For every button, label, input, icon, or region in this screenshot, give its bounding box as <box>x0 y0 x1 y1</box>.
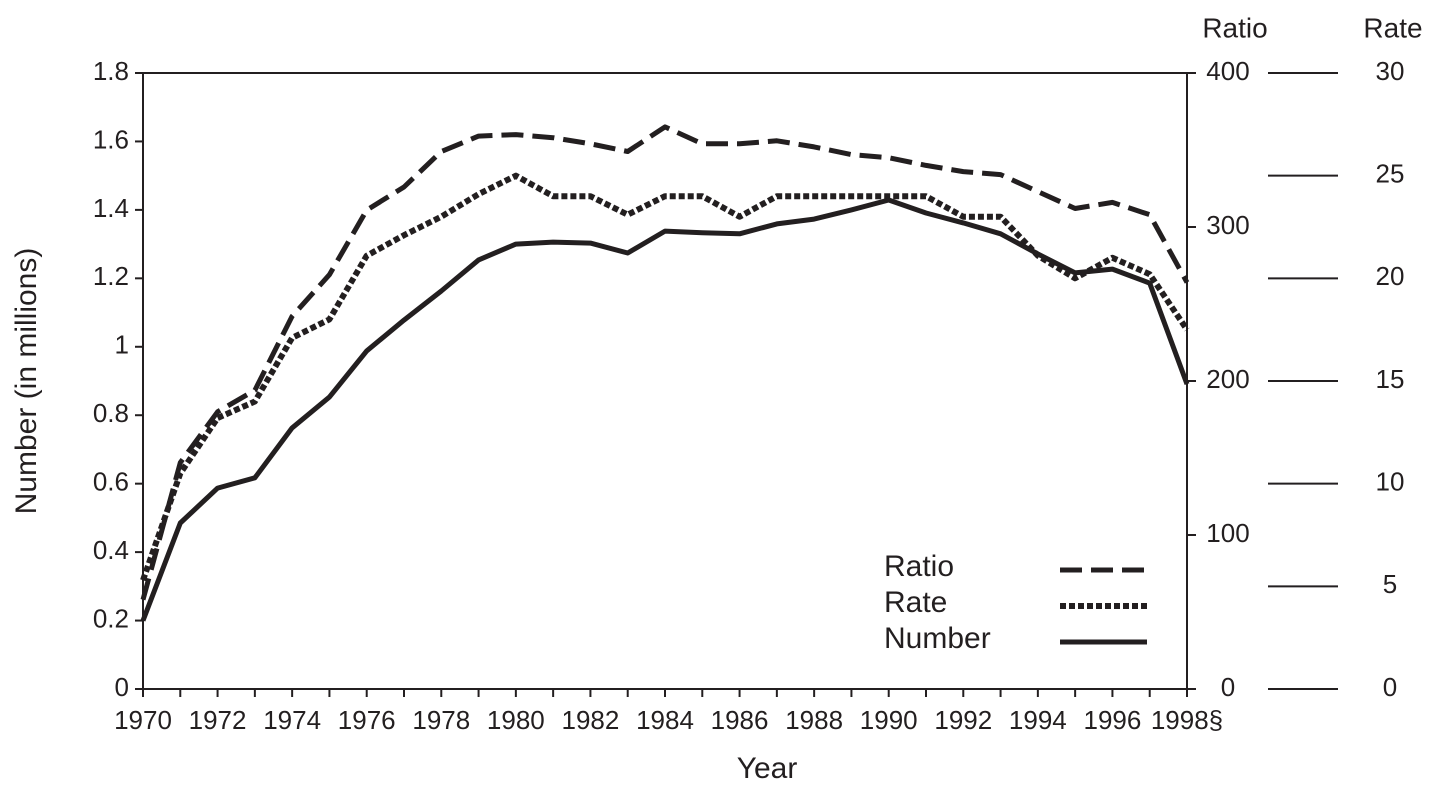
legend-label: Rate <box>884 586 947 619</box>
series-line <box>140 197 1190 622</box>
x-tick-label: 1994 <box>1009 705 1067 735</box>
x-tick-label: 1982 <box>562 705 620 735</box>
y-tick-label: 0.6 <box>93 467 129 497</box>
y3-tick-label: 25 <box>1376 159 1405 189</box>
y-tick-label: 1.4 <box>93 193 129 223</box>
y3-tick-label: 15 <box>1376 364 1405 394</box>
x-tick-label: 1990 <box>860 705 918 735</box>
x-tick-label: 1996 <box>1084 705 1142 735</box>
y-tick-label: 1 <box>115 330 129 360</box>
x-tick-label: 1974 <box>263 705 321 735</box>
y3-tick-label: 20 <box>1376 261 1405 291</box>
y2-tick-label: 400 <box>1206 56 1249 86</box>
y2-axis-title: Ratio <box>1202 12 1267 43</box>
x-tick-label: 1976 <box>338 705 396 735</box>
series-line <box>140 124 1190 601</box>
y3-tick-label: 5 <box>1383 569 1397 599</box>
y-tick-label: 1.8 <box>93 56 129 86</box>
x-tick-label: 1980 <box>487 705 545 735</box>
x-tick-label: 1970 <box>114 705 172 735</box>
x-tick-label: 1978 <box>412 705 470 735</box>
y-tick-label: 0.2 <box>93 603 129 633</box>
legend-label: Ratio <box>884 550 954 583</box>
plot-frame <box>142 72 1188 690</box>
x-tick-label: 1992 <box>934 705 992 735</box>
series-line <box>140 172 1190 582</box>
y3-axis-title: Rate <box>1363 12 1422 43</box>
y-tick-label: 0 <box>115 672 129 702</box>
x-axis-title: Year <box>737 752 798 785</box>
y-tick-label: 1.2 <box>93 261 129 291</box>
x-tick-label: 1972 <box>189 705 247 735</box>
y-tick-label: 0.4 <box>93 535 129 565</box>
x-tick-label: 1998§ <box>1151 705 1223 735</box>
y-tick-label: 0.8 <box>93 398 129 428</box>
x-tick-label: 1984 <box>636 705 694 735</box>
y2-tick-label: 0 <box>1221 672 1235 702</box>
y2-tick-label: 100 <box>1206 518 1249 548</box>
legend-label: Number <box>884 622 991 655</box>
y-axis-title: Number (in millions) <box>10 248 43 515</box>
y-tick-label: 1.6 <box>93 124 129 154</box>
y2-tick-label: 200 <box>1206 364 1249 394</box>
y2-tick-label: 300 <box>1206 210 1249 240</box>
y3-tick-label: 30 <box>1376 56 1405 86</box>
y3-tick-label: 0 <box>1383 672 1397 702</box>
x-tick-label: 1988 <box>785 705 843 735</box>
x-tick-label: 1986 <box>711 705 769 735</box>
y3-tick-label: 10 <box>1376 467 1405 497</box>
